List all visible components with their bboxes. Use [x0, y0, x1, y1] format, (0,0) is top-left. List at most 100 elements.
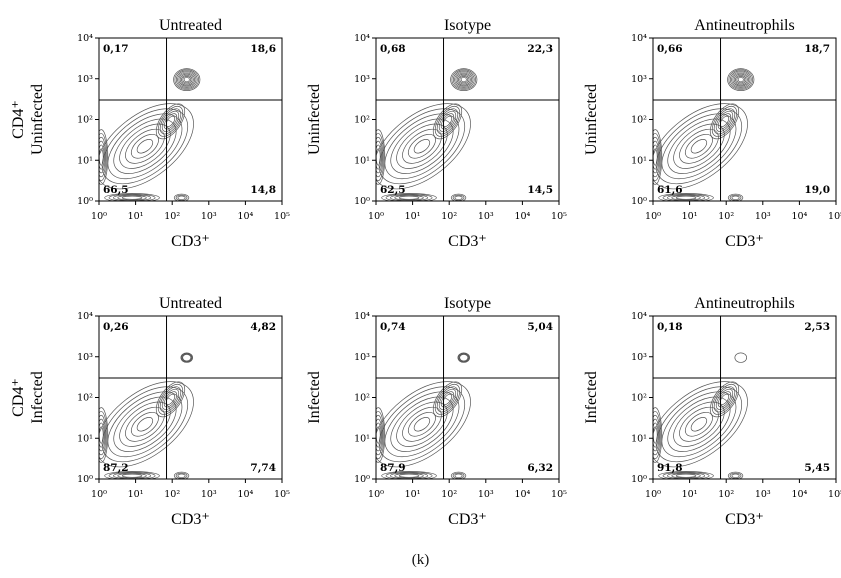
contour-line: [104, 193, 160, 201]
contour-line: [178, 72, 196, 87]
quadrant-label-top-left: 0,68: [380, 43, 406, 55]
quadrant-label-bottom-left: 66,5: [103, 184, 129, 196]
contour-line: [381, 193, 437, 201]
x-tick-label: 10³: [755, 489, 771, 500]
y-tick-label: 10²: [631, 115, 647, 126]
quadrant-label-bottom-left: 91,8: [657, 462, 683, 474]
contour-line: [130, 411, 159, 437]
y-axis-label: Uninfected: [306, 84, 323, 155]
contour-line: [157, 105, 184, 137]
contour-line: [181, 74, 193, 85]
x-tick-label: 10³: [478, 489, 494, 500]
contour-line: [673, 401, 725, 447]
contour-line: [729, 194, 742, 201]
contour-line: [653, 144, 659, 170]
quadrant-label-top-left: 0,26: [103, 321, 129, 333]
contour-line: [653, 407, 663, 463]
x-tick-label: 10²: [164, 489, 180, 500]
contour-line: [398, 195, 420, 200]
contour-line: [376, 144, 382, 170]
contour-line: [376, 422, 382, 448]
contour-line: [161, 110, 180, 132]
x-tick-label: 10³: [201, 489, 217, 500]
contour-line: [727, 68, 755, 92]
plot-panel: 10⁰ 10¹ 10² 10³ 10⁴ 10⁵ 10⁰ 10¹ 10² 10³ 10⁴ 0,26 4,8…: [10, 295, 290, 528]
y-tick-label: 10⁰: [631, 196, 647, 207]
contour-line: [658, 471, 714, 479]
y-tick-label: 10¹: [77, 155, 93, 166]
contour-line: [459, 354, 469, 362]
contour-line: [450, 68, 478, 92]
y-tick-label: 10²: [77, 115, 93, 126]
contour-line: [390, 118, 454, 174]
contour-line: [108, 193, 156, 201]
x-tick-label: 10³: [201, 211, 217, 222]
contour-line: [653, 103, 748, 190]
contour-line: [455, 72, 473, 87]
contour-line: [165, 393, 176, 405]
contour-line: [107, 113, 183, 180]
y-axis-label: Infected: [583, 371, 600, 423]
contour-line: [661, 113, 737, 180]
x-tick-label: 10²: [441, 489, 457, 500]
x-tick-label: 10⁵: [551, 211, 567, 222]
contour-line: [376, 407, 386, 463]
y-tick-label: 10⁴: [77, 311, 93, 322]
contour-line: [454, 71, 474, 88]
x-tick-label: 10⁵: [551, 489, 567, 500]
contour-lines: [653, 352, 748, 479]
contour-line: [159, 386, 182, 413]
contour-line: [182, 76, 192, 84]
contour-line: [390, 396, 454, 452]
contour-line: [737, 77, 744, 83]
contour-line: [667, 396, 731, 452]
contour-lines: [99, 352, 194, 479]
x-tick-label: 10²: [441, 211, 457, 222]
quadrant-label-top-right: 5,04: [527, 321, 553, 333]
contour-line: [653, 129, 663, 185]
contour-line: [119, 401, 171, 447]
contour-line: [735, 74, 747, 85]
x-axis-label: CD3⁺: [171, 233, 210, 250]
x-tick-label: 10¹: [405, 489, 421, 500]
y-tick-label: 10⁰: [631, 474, 647, 485]
contour-line: [684, 411, 713, 437]
contour-line: [413, 139, 431, 154]
y-tick-label: 10⁴: [354, 33, 370, 44]
contour-line: [452, 194, 465, 201]
contour-lines: [99, 68, 201, 201]
contour-line: [713, 108, 736, 135]
contour-line: [709, 381, 740, 418]
contour-line: [653, 381, 748, 468]
contour-line: [108, 471, 156, 479]
contour-line: [396, 401, 448, 447]
contour-line: [165, 115, 176, 127]
contour-line: [684, 133, 713, 159]
quadrant-label-bottom-right: 7,74: [250, 462, 276, 474]
contour-line: [394, 195, 424, 201]
contour-line: [442, 393, 453, 405]
contour-line: [117, 473, 147, 479]
contour-line: [99, 422, 105, 448]
contour-line: [432, 381, 463, 418]
y-tick-label: 10³: [77, 74, 93, 85]
plot-panel: 10⁰ 10¹ 10² 10³ 10⁴ 10⁵ 10⁰ 10¹ 10² 10³ 10⁴ 0,18 2,5…: [583, 295, 841, 528]
contour-line: [376, 140, 383, 174]
x-tick-label: 10¹: [128, 211, 144, 222]
figure-caption: (k): [411, 552, 430, 568]
quadrant-label-bottom-left: 87,9: [380, 462, 406, 474]
contour-line: [715, 110, 734, 132]
x-tick-label: 10²: [718, 489, 734, 500]
contour-line: [398, 473, 420, 478]
x-tick-label: 10⁴: [237, 489, 253, 500]
plot-frame: [98, 37, 283, 202]
contour-line: [376, 133, 385, 181]
plot-panel: 10⁰ 10¹ 10² 10³ 10⁴ 10⁵ 10⁰ 10¹ 10² 10³ 10⁴ 0,66 18,…: [583, 17, 841, 250]
panel-title: Untreated: [159, 295, 222, 312]
contour-line: [454, 473, 463, 478]
y-tick-label: 10¹: [631, 155, 647, 166]
contour-line: [729, 70, 752, 89]
quadrant-label-top-left: 0,74: [380, 321, 406, 333]
contour-line: [385, 471, 433, 479]
y-axis-label: Infected: [29, 371, 46, 423]
